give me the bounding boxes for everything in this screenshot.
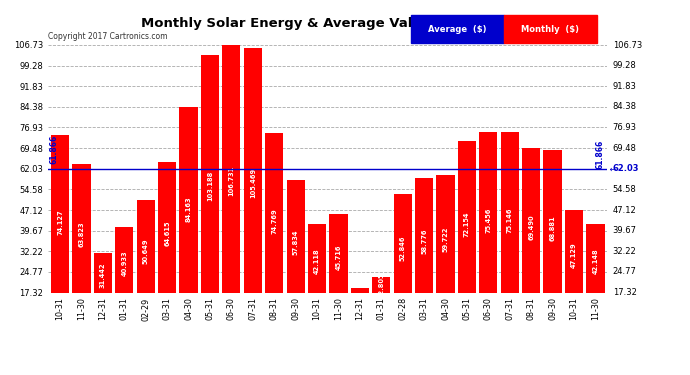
Text: 54.58: 54.58 [613,185,637,194]
Bar [94,254,112,292]
Text: 17.32: 17.32 [613,288,637,297]
Bar [415,178,433,292]
Text: Monthly  ($): Monthly ($) [521,25,580,34]
Bar [51,135,69,292]
Text: 62.03: 62.03 [613,164,640,173]
Bar [458,141,476,292]
Text: 42.118: 42.118 [314,249,320,274]
Text: 50.649: 50.649 [143,238,149,264]
Text: 42.148: 42.148 [593,249,598,274]
Bar [565,210,583,292]
Text: 59.722: 59.722 [442,227,448,252]
Bar [586,224,604,292]
Bar [351,288,369,292]
Bar [158,162,176,292]
Text: 84.38: 84.38 [613,102,637,111]
Text: 75.456: 75.456 [485,207,491,233]
Text: 91.83: 91.83 [613,82,637,91]
Text: 45.716: 45.716 [335,244,342,270]
Text: 22.805: 22.805 [378,273,384,298]
Bar [393,194,412,292]
Bar [265,134,284,292]
Bar [201,55,219,292]
Bar [72,164,90,292]
Text: 84.163: 84.163 [186,196,192,222]
Bar [544,150,562,292]
Bar [222,45,241,292]
Text: 63.823: 63.823 [79,222,84,248]
Text: 99.28: 99.28 [613,61,637,70]
Bar [501,132,519,292]
Text: 47.129: 47.129 [571,243,577,268]
Text: 75.146: 75.146 [506,208,513,233]
Text: 69.490: 69.490 [528,215,534,240]
Bar [480,132,497,292]
Text: 68.881: 68.881 [550,216,555,241]
Bar [137,200,155,292]
Text: 61.866: 61.866 [595,140,604,169]
Text: 40.933: 40.933 [121,250,128,276]
Text: 47.12: 47.12 [613,206,637,214]
Bar [329,214,348,292]
Text: 64.615: 64.615 [164,221,170,246]
Bar [286,180,305,292]
Text: 58.776: 58.776 [421,228,427,254]
Bar [115,227,133,292]
Text: 106.73: 106.73 [613,40,642,50]
Bar [522,148,540,292]
Text: 32.22: 32.22 [613,247,637,256]
Text: 74.127: 74.127 [57,209,63,234]
Text: 105.469: 105.469 [250,168,256,198]
Text: Average  ($): Average ($) [428,25,486,34]
Text: 39.67: 39.67 [613,226,637,235]
Text: 57.834: 57.834 [293,229,299,255]
Text: Monthly Solar Energy & Average Value Fri Dec 1 16:35: Monthly Solar Energy & Average Value Fri… [141,17,549,30]
Text: Copyright 2017 Cartronics.com: Copyright 2017 Cartronics.com [48,32,168,41]
Text: 76.93: 76.93 [613,123,637,132]
Text: 72.154: 72.154 [464,211,470,237]
Text: ←: ← [607,165,617,174]
Bar [437,175,455,292]
Bar [244,48,262,292]
Text: 69.48: 69.48 [613,144,637,153]
Bar [372,278,391,292]
Text: 52.846: 52.846 [400,236,406,261]
Text: 74.769: 74.769 [271,208,277,234]
Bar [308,224,326,292]
Text: 24.77: 24.77 [613,267,637,276]
Text: 103.188: 103.188 [207,170,213,201]
Text: 106.731: 106.731 [228,166,235,196]
Bar [179,108,197,292]
Text: 61.866: 61.866 [50,134,59,164]
Text: 31.442: 31.442 [100,262,106,288]
